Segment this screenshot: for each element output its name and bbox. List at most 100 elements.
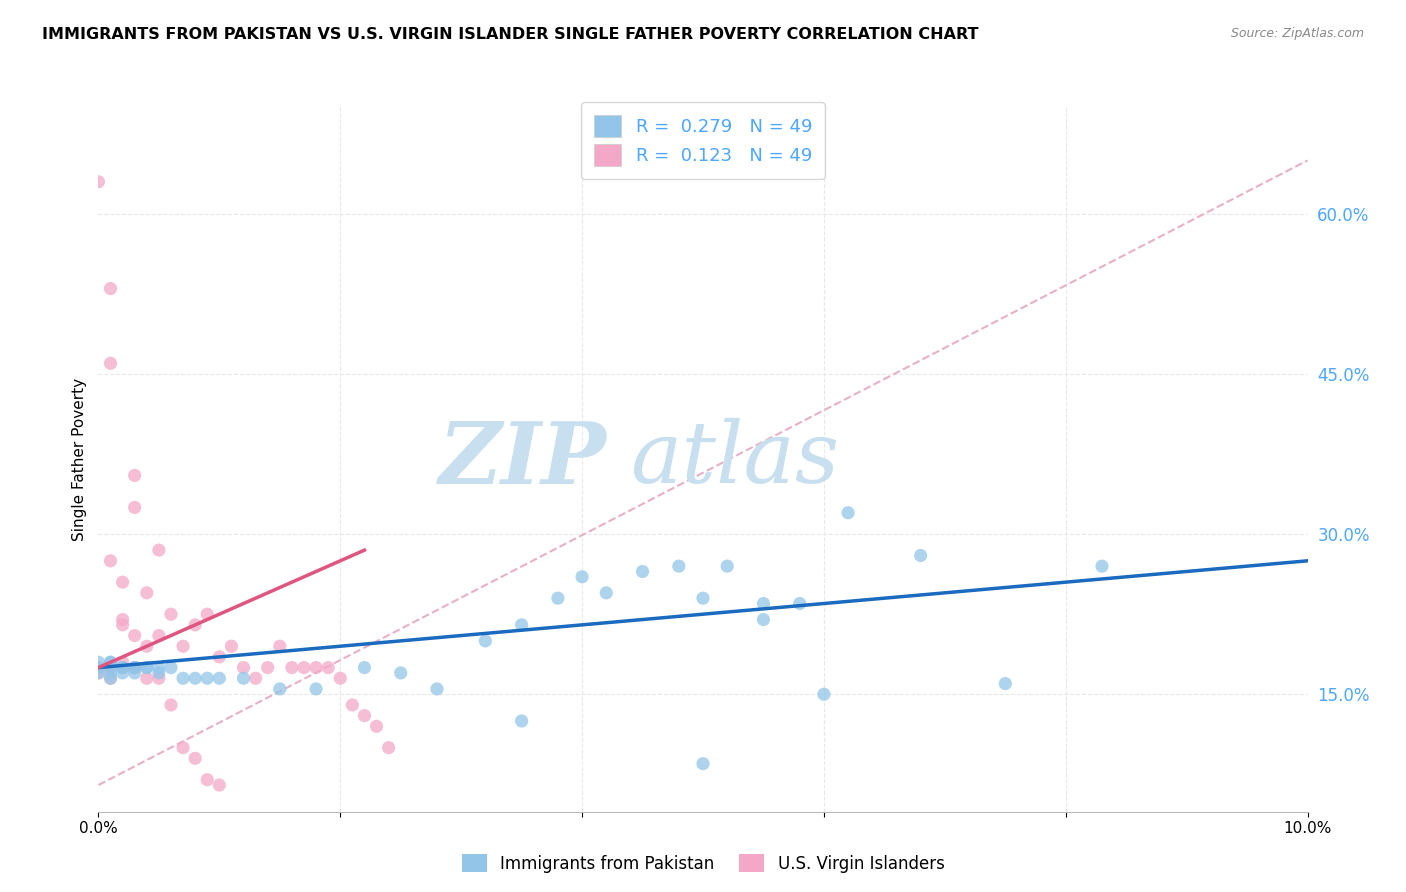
Point bbox=[100, 554, 122, 568]
Point bbox=[692, 591, 714, 606]
Point bbox=[111, 660, 134, 674]
Point bbox=[87, 660, 110, 674]
Text: Source: ZipAtlas.com: Source: ZipAtlas.com bbox=[1230, 27, 1364, 40]
Point bbox=[595, 586, 617, 600]
Point bbox=[172, 671, 194, 685]
Legend: Immigrants from Pakistan, U.S. Virgin Islanders: Immigrants from Pakistan, U.S. Virgin Is… bbox=[456, 847, 950, 880]
Point bbox=[111, 660, 134, 674]
Point bbox=[208, 671, 231, 685]
Point bbox=[124, 660, 146, 674]
Point bbox=[148, 665, 170, 680]
Text: ZIP: ZIP bbox=[439, 417, 606, 501]
Point bbox=[389, 665, 412, 680]
Point bbox=[135, 660, 157, 674]
Point bbox=[547, 591, 569, 606]
Point bbox=[208, 649, 231, 664]
Point bbox=[111, 665, 134, 680]
Point bbox=[305, 681, 328, 696]
Point bbox=[329, 671, 352, 685]
Y-axis label: Single Father Poverty: Single Father Poverty bbox=[72, 378, 87, 541]
Point bbox=[124, 660, 146, 674]
Point bbox=[100, 660, 122, 674]
Point bbox=[100, 660, 122, 674]
Point bbox=[631, 565, 654, 579]
Point bbox=[292, 660, 315, 674]
Point bbox=[366, 719, 388, 733]
Text: IMMIGRANTS FROM PAKISTAN VS U.S. VIRGIN ISLANDER SINGLE FATHER POVERTY CORRELATI: IMMIGRANTS FROM PAKISTAN VS U.S. VIRGIN … bbox=[42, 27, 979, 42]
Point bbox=[752, 597, 775, 611]
Point bbox=[305, 660, 328, 674]
Text: atlas: atlas bbox=[630, 418, 839, 500]
Point bbox=[221, 639, 243, 653]
Point bbox=[184, 618, 207, 632]
Point bbox=[87, 655, 110, 669]
Point bbox=[111, 660, 134, 674]
Point bbox=[474, 633, 496, 648]
Point bbox=[195, 607, 218, 622]
Point bbox=[124, 660, 146, 674]
Point bbox=[353, 660, 375, 674]
Point bbox=[789, 597, 811, 611]
Point bbox=[124, 628, 146, 642]
Point bbox=[208, 778, 231, 792]
Point bbox=[281, 660, 304, 674]
Point bbox=[148, 671, 170, 685]
Point bbox=[100, 671, 122, 685]
Point bbox=[172, 740, 194, 755]
Point bbox=[87, 660, 110, 674]
Point bbox=[510, 714, 533, 728]
Point bbox=[111, 613, 134, 627]
Point bbox=[342, 698, 364, 712]
Point bbox=[716, 559, 738, 574]
Point bbox=[148, 543, 170, 558]
Point bbox=[184, 671, 207, 685]
Point bbox=[111, 655, 134, 669]
Point bbox=[124, 660, 146, 674]
Point bbox=[100, 671, 122, 685]
Point bbox=[232, 671, 254, 685]
Point bbox=[994, 676, 1017, 690]
Point bbox=[111, 575, 134, 590]
Point bbox=[353, 708, 375, 723]
Point bbox=[87, 665, 110, 680]
Point bbox=[316, 660, 339, 674]
Point bbox=[571, 570, 593, 584]
Point bbox=[160, 607, 183, 622]
Point bbox=[100, 665, 122, 680]
Point bbox=[752, 613, 775, 627]
Point bbox=[124, 500, 146, 515]
Point bbox=[245, 671, 267, 685]
Point bbox=[111, 660, 134, 674]
Point bbox=[87, 175, 110, 189]
Point bbox=[100, 655, 122, 669]
Point bbox=[87, 665, 110, 680]
Point bbox=[910, 549, 932, 563]
Point bbox=[837, 506, 859, 520]
Point bbox=[124, 468, 146, 483]
Point bbox=[100, 655, 122, 669]
Point bbox=[160, 698, 183, 712]
Point bbox=[256, 660, 278, 674]
Point bbox=[100, 356, 122, 370]
Point bbox=[135, 660, 157, 674]
Point bbox=[135, 586, 157, 600]
Point bbox=[269, 639, 291, 653]
Legend: R =  0.279   N = 49, R =  0.123   N = 49: R = 0.279 N = 49, R = 0.123 N = 49 bbox=[581, 102, 825, 178]
Point bbox=[692, 756, 714, 771]
Point bbox=[668, 559, 690, 574]
Point bbox=[426, 681, 449, 696]
Point bbox=[111, 618, 134, 632]
Point bbox=[195, 772, 218, 787]
Point bbox=[124, 665, 146, 680]
Point bbox=[269, 681, 291, 696]
Point bbox=[148, 628, 170, 642]
Point bbox=[1091, 559, 1114, 574]
Point bbox=[377, 740, 399, 755]
Point bbox=[135, 671, 157, 685]
Point bbox=[184, 751, 207, 765]
Point bbox=[510, 618, 533, 632]
Point bbox=[148, 660, 170, 674]
Point bbox=[100, 281, 122, 295]
Point bbox=[135, 639, 157, 653]
Point bbox=[195, 671, 218, 685]
